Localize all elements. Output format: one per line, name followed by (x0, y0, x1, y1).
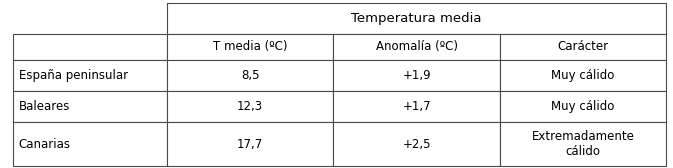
Text: Temperatura media: Temperatura media (351, 12, 482, 25)
Text: T media (ºC): T media (ºC) (213, 40, 287, 53)
Text: Muy cálido: Muy cálido (551, 69, 614, 82)
Bar (167, 60, 333, 91)
Text: Canarias: Canarias (19, 138, 71, 151)
Bar (500, 122, 666, 166)
Bar (333, 122, 500, 166)
Bar (333, 33, 500, 60)
Bar (13, 60, 167, 91)
Bar (333, 91, 500, 122)
Bar (167, 33, 333, 60)
Bar (500, 60, 666, 91)
Text: Muy cálido: Muy cálido (551, 100, 614, 113)
Bar (167, 3, 666, 33)
Text: Extremadamente
cálido: Extremadamente cálido (532, 130, 635, 158)
Text: Anomalía (ºC): Anomalía (ºC) (376, 40, 458, 53)
Text: +1,7: +1,7 (402, 100, 431, 113)
Text: Baleares: Baleares (19, 100, 70, 113)
Bar (13, 33, 167, 60)
Text: 8,5: 8,5 (241, 69, 259, 82)
Text: España peninsular: España peninsular (19, 69, 128, 82)
Text: 12,3: 12,3 (237, 100, 263, 113)
Bar (333, 60, 500, 91)
Bar (500, 33, 666, 60)
Bar (167, 91, 333, 122)
Bar (13, 3, 167, 33)
Bar (500, 91, 666, 122)
Text: Carácter: Carácter (557, 40, 608, 53)
Bar (167, 122, 333, 166)
Bar (13, 122, 167, 166)
Text: 17,7: 17,7 (237, 138, 263, 151)
Bar (13, 91, 167, 122)
Text: +1,9: +1,9 (402, 69, 431, 82)
Text: +2,5: +2,5 (402, 138, 431, 151)
